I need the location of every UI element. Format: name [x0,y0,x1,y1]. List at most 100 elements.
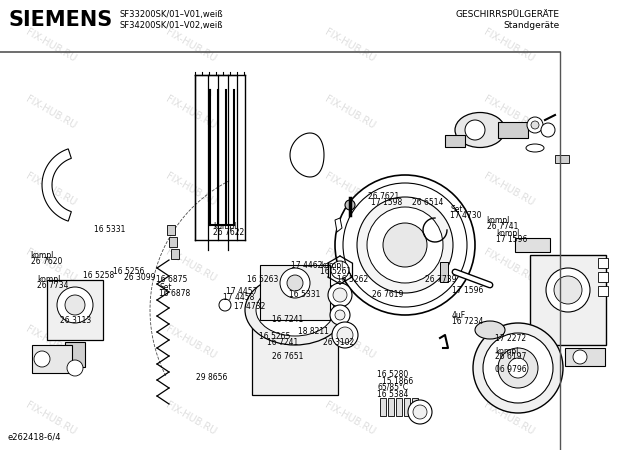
Ellipse shape [455,112,505,148]
Circle shape [335,175,475,315]
Polygon shape [335,218,342,232]
Circle shape [541,123,555,137]
Text: 26 7619: 26 7619 [372,290,403,299]
Circle shape [332,322,358,348]
Text: 17 4457: 17 4457 [226,287,258,296]
Text: 26 7734: 26 7734 [37,281,69,290]
Text: kompl.: kompl. [213,222,238,231]
Text: 17 4462: 17 4462 [291,261,322,270]
Circle shape [554,276,582,304]
Text: 26 6197: 26 6197 [495,352,526,361]
Text: 16 5258: 16 5258 [83,271,114,280]
Polygon shape [42,149,71,221]
Circle shape [345,200,355,210]
Text: 16 5331: 16 5331 [289,290,321,299]
Text: 26 7651: 26 7651 [272,352,303,361]
Text: 16 6878: 16 6878 [159,289,190,298]
Circle shape [483,333,553,403]
Bar [598,272,608,282]
Bar [412,398,418,416]
Circle shape [383,223,427,267]
Text: FIX-HUB.RU: FIX-HUB.RU [164,171,218,207]
Circle shape [65,295,85,315]
Text: kompl.: kompl. [495,346,520,356]
Bar [167,225,175,235]
Text: FIX-HUB.RU: FIX-HUB.RU [24,400,78,437]
Text: kompl.: kompl. [487,216,512,225]
Text: 16 6875: 16 6875 [156,275,187,284]
Text: FIX-HUB.RU: FIX-HUB.RU [482,400,536,437]
Text: 16 5261: 16 5261 [320,267,351,276]
Bar [252,320,338,395]
Text: 26 7622: 26 7622 [213,228,244,237]
Circle shape [546,268,590,312]
Text: Set: Set [159,283,172,292]
Circle shape [337,327,353,343]
Circle shape [57,287,93,323]
Text: FIX-HUB.RU: FIX-HUB.RU [164,247,218,284]
Text: FIX-HUB.RU: FIX-HUB.RU [323,400,377,437]
Text: FIX-HUB.RU: FIX-HUB.RU [24,324,78,360]
Text: FIX-HUB.RU: FIX-HUB.RU [164,400,218,437]
Ellipse shape [256,284,334,336]
Circle shape [408,400,432,424]
Text: FIX-HUB.RU: FIX-HUB.RU [323,171,377,207]
Text: 16 7241: 16 7241 [272,315,303,324]
Text: SIEMENS: SIEMENS [8,10,112,30]
Circle shape [508,358,528,378]
Text: FIX-HUB.RU: FIX-HUB.RU [164,94,218,131]
Circle shape [67,360,83,376]
Text: FIX-HUB.RU: FIX-HUB.RU [164,27,218,63]
Circle shape [335,310,345,320]
Circle shape [357,197,453,293]
Bar [65,342,85,367]
Text: 15 1866: 15 1866 [382,377,413,386]
Text: 4µF: 4µF [452,311,466,320]
Circle shape [465,120,485,140]
Circle shape [330,305,350,325]
Bar [47,280,103,340]
Text: 16 5280: 16 5280 [377,370,408,379]
Text: 16 5262: 16 5262 [337,275,368,284]
Text: 29 8656: 29 8656 [196,374,227,382]
Bar [440,262,448,282]
Text: 17 1598: 17 1598 [371,198,402,207]
Text: Standgeräte: Standgeräte [504,21,560,30]
Bar [32,345,72,373]
Bar [515,238,550,252]
Text: 16 7234: 16 7234 [452,317,483,326]
Circle shape [573,350,587,364]
Text: 16 5263: 16 5263 [247,275,278,284]
Ellipse shape [245,275,345,345]
Text: FIX-HUB.RU: FIX-HUB.RU [482,27,536,63]
Circle shape [331,261,349,279]
Ellipse shape [475,321,505,339]
Text: Set: Set [450,205,463,214]
Text: 17 1596: 17 1596 [452,286,483,295]
Text: kompl.: kompl. [496,230,522,238]
Text: 26 7739: 26 7739 [425,275,457,284]
Bar [171,249,179,259]
Text: FIX-HUB.RU: FIX-HUB.RU [24,171,78,207]
Text: 26 3113: 26 3113 [60,316,92,325]
Text: FIX-HUB.RU: FIX-HUB.RU [323,94,377,131]
Text: FIX-HUB.RU: FIX-HUB.RU [24,247,78,284]
Text: 17 4730: 17 4730 [450,211,482,220]
Text: FIX-HUB.RU: FIX-HUB.RU [482,247,536,284]
Circle shape [527,117,543,133]
Circle shape [367,207,443,283]
Text: 17 4458: 17 4458 [223,292,254,302]
Bar [598,286,608,296]
Text: e262418-6/4: e262418-6/4 [8,433,62,442]
Circle shape [413,405,427,419]
Text: FIX-HUB.RU: FIX-HUB.RU [24,94,78,131]
Circle shape [498,348,538,388]
Bar [555,155,569,163]
Text: GESCHIRRSPÜLGERÄTE: GESCHIRRSPÜLGERÄTE [456,10,560,19]
Text: 26 3099: 26 3099 [124,273,156,282]
Text: 65/85°C: 65/85°C [377,383,408,392]
Text: FIX-HUB.RU: FIX-HUB.RU [482,94,536,131]
Text: SF34200SK/01–V02,weiß: SF34200SK/01–V02,weiß [120,21,223,30]
Text: kompl.: kompl. [320,261,345,270]
Circle shape [343,183,467,307]
